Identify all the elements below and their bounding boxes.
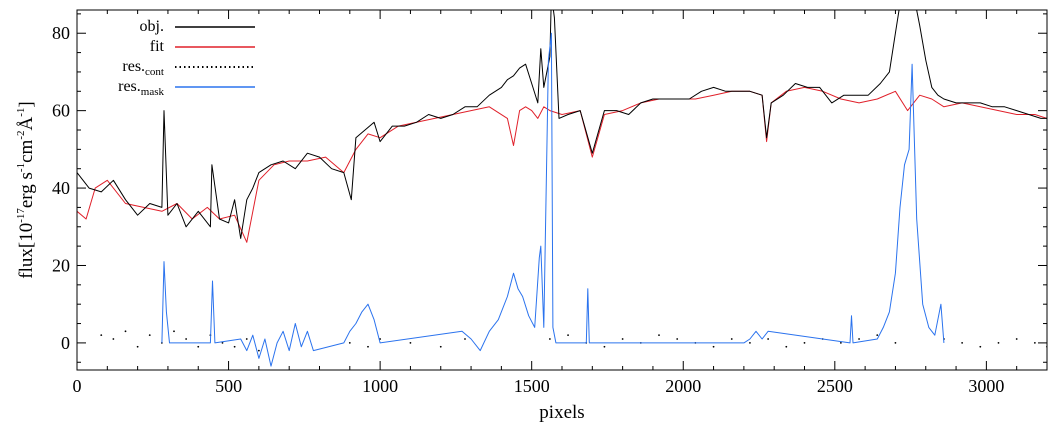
y-tick-label: 80 <box>52 23 70 43</box>
y-title-exp1: -17 <box>15 208 27 223</box>
x-tick-label: 1500 <box>514 376 550 396</box>
point-res-cont <box>803 342 806 344</box>
point-res-cont <box>1015 338 1018 340</box>
point-res-cont <box>173 330 175 333</box>
y-title-angstrom: Å <box>16 117 37 131</box>
y-title-mid2: cm <box>16 139 37 162</box>
point-res-cont <box>858 338 860 340</box>
point-res-cont <box>348 342 351 344</box>
point-res-cont <box>439 345 442 348</box>
series-fit <box>77 86 1047 243</box>
y-tick-label: 0 <box>61 333 70 353</box>
y-title-exp2: -1 <box>15 163 27 172</box>
point-res-cont <box>112 338 115 340</box>
x-tick-label: 2000 <box>665 376 701 396</box>
point-res-cont <box>979 345 982 348</box>
legend-entry: res.cont <box>122 58 255 78</box>
y-tick-label: 40 <box>52 178 70 198</box>
point-res-cont <box>464 338 466 340</box>
svg-text:flux[10-17erg s-1cm-2Å-1]: flux[10-17erg s-1cm-2Å-1] <box>15 101 37 278</box>
series-layer <box>77 10 1047 367</box>
x-axis-title: pixels <box>539 402 584 423</box>
legend-entry: res.mask <box>118 78 255 98</box>
point-res-cont <box>603 345 606 348</box>
point-res-cont <box>124 330 127 333</box>
point-res-cont <box>185 338 188 340</box>
x-tick-label: 2500 <box>817 376 853 396</box>
point-res-cont <box>233 345 236 348</box>
y-tick-label: 60 <box>52 101 70 121</box>
point-res-cont <box>839 342 842 344</box>
legend-entry: fit <box>150 38 255 55</box>
point-res-cont <box>961 342 964 344</box>
point-res-cont <box>245 338 248 340</box>
y-axis-title: flux[10-17erg s-1cm-2Å-1] <box>15 101 37 278</box>
point-res-cont <box>730 338 733 340</box>
point-res-cont <box>876 334 879 337</box>
y-title-exp4: -1 <box>15 108 27 117</box>
point-res-cont <box>136 345 139 348</box>
point-res-cont <box>567 334 569 337</box>
point-res-cont <box>749 342 751 344</box>
legend-label: obj. <box>140 18 164 35</box>
point-res-cont <box>221 342 224 344</box>
point-res-cont <box>894 342 897 344</box>
y-title-suffix: ] <box>16 101 37 107</box>
x-tick-label: 0 <box>73 376 82 396</box>
point-res-cont <box>548 338 551 340</box>
y-title-prefix: flux[10 <box>16 223 37 279</box>
y-title-exp3: -2 <box>15 131 27 140</box>
series-obj- <box>77 10 1047 239</box>
point-res-cont <box>785 345 788 348</box>
x-tick-label: 1000 <box>362 376 398 396</box>
point-res-cont <box>100 334 103 337</box>
point-res-cont <box>997 342 1000 344</box>
point-res-cont <box>621 338 624 340</box>
point-res-cont <box>197 345 200 348</box>
axes-layer: 0 500 1000 1500 2000 2500 3000 0 20 40 60 80 <box>52 9 1048 396</box>
legend-label: res.cont <box>122 58 164 78</box>
legend-label: fit <box>150 38 165 55</box>
point-res-cont <box>367 345 369 348</box>
x-tick-label: 500 <box>215 376 242 396</box>
point-res-cont <box>658 334 660 337</box>
legend-label: res.mask <box>118 78 164 98</box>
y-tick-label: 20 <box>52 255 70 275</box>
x-tick-label: 3000 <box>968 376 1004 396</box>
point-res-cont <box>409 342 412 344</box>
point-res-cont <box>767 338 770 340</box>
series-res-cont <box>100 330 1047 352</box>
point-res-cont <box>257 349 260 352</box>
legend-entry: obj. <box>140 18 255 35</box>
point-res-cont <box>148 334 151 337</box>
point-res-cont <box>676 338 679 340</box>
y-title-mid1: erg s <box>16 172 37 208</box>
point-res-cont <box>712 345 715 348</box>
point-res-cont <box>1033 342 1036 344</box>
series-res-mask <box>161 32 945 367</box>
plot-area <box>77 10 1047 367</box>
